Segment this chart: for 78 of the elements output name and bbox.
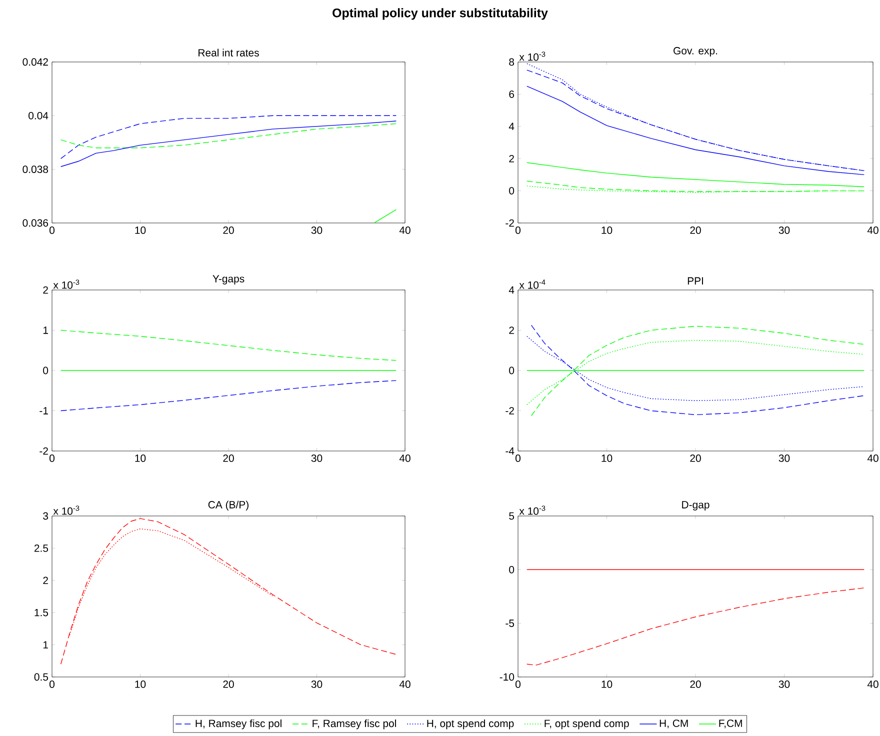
x-tick-label: 0 <box>50 454 55 462</box>
x-tick-label: 30 <box>311 226 322 234</box>
y-tick-label: 4 <box>508 122 514 130</box>
x-tick-label: 40 <box>867 454 878 462</box>
x-tick-label: 0 <box>50 226 55 234</box>
legend-label: F, opt spend comp <box>544 719 629 730</box>
y-tick-label: 1 <box>43 326 48 334</box>
chart-title: PPI <box>688 277 703 284</box>
y-tick-label: -1 <box>40 407 48 414</box>
x-tick-label: 40 <box>399 680 410 688</box>
y-tick-label: 0.04 <box>28 112 48 120</box>
y-tick-label: 3 <box>43 512 48 520</box>
legend-label: F,CM <box>719 720 742 728</box>
text: Optimal policy under substitutability <box>332 8 548 20</box>
x-tick-label: 0 <box>50 680 55 688</box>
x-tick-label: 30 <box>311 454 322 462</box>
x-tick-label: 40 <box>399 226 410 234</box>
x-tick-label: 10 <box>602 680 612 688</box>
x-tick-label: 10 <box>135 226 146 234</box>
x-tick-label: 10 <box>135 454 146 462</box>
y-tick-label: 0 <box>509 187 514 194</box>
x-tick-label: 10 <box>602 454 612 462</box>
x-tick-label: 0 <box>516 226 521 234</box>
x-tick-label: 20 <box>223 226 234 234</box>
y-tick-label: -4 <box>506 447 514 455</box>
x-tick-label: 0 <box>516 454 521 462</box>
x-tick-label: 30 <box>311 680 322 688</box>
legend-label: F, Ramsey fisc pol <box>312 719 396 730</box>
y-tick-label: 1 <box>43 641 48 648</box>
text: x 10$^{-4}$ <box>519 280 546 289</box>
x-tick-label: 30 <box>778 454 790 462</box>
x-tick-label: 20 <box>690 680 701 688</box>
y-tick-label: -10 <box>500 673 514 681</box>
y-tick-label: -2 <box>506 407 514 414</box>
y-tick-label: -2 <box>40 447 48 455</box>
x-tick-label: 40 <box>867 226 878 234</box>
text: x 10$^{-3}$ <box>519 52 546 61</box>
y-tick-label: 8 <box>509 58 514 66</box>
x-tick-label: 10 <box>602 226 612 234</box>
y-tick-label: -2 <box>506 219 514 227</box>
chart-title: D-gap <box>682 501 710 510</box>
y-tick-label: 2 <box>509 326 514 334</box>
x-tick-label: 30 <box>778 680 790 688</box>
x-tick-label: 20 <box>690 226 701 234</box>
y-tick-label: 4 <box>508 286 514 294</box>
y-tick-label: 0 <box>509 566 514 574</box>
text: x 10$^{-3}$ <box>519 506 546 515</box>
legend-label: H, opt spend comp <box>427 719 514 730</box>
y-tick-label: 6 <box>509 90 514 98</box>
chart-title: Y-gaps <box>212 275 244 284</box>
x-tick-label: 40 <box>399 454 410 462</box>
x-tick-label: 20 <box>223 680 234 688</box>
text: x 10$^{-3}$ <box>53 280 80 289</box>
y-tick-label: 1.5 <box>34 608 48 616</box>
y-tick-label: 5 <box>509 512 514 520</box>
y-tick-label: 2 <box>43 576 48 584</box>
y-tick-label: 0.042 <box>22 58 48 66</box>
x-tick-label: 10 <box>135 680 146 688</box>
x-tick-label: 0 <box>516 680 521 688</box>
y-tick-label: 2 <box>43 286 48 294</box>
x-tick-label: 20 <box>223 454 234 462</box>
x-tick-label: 20 <box>690 454 701 462</box>
legend-label: H, Ramsey fisc pol <box>196 719 282 730</box>
y-tick-label: 0.038 <box>22 166 48 174</box>
chart-title: Gov. exp. <box>674 47 718 56</box>
x-tick-label: 40 <box>867 680 878 688</box>
x-tick-label: 30 <box>778 226 790 234</box>
y-tick-label: 2.5 <box>34 544 48 552</box>
text: x 10$^{-3}$ <box>53 506 80 515</box>
y-tick-label: 0 <box>509 366 514 374</box>
y-tick-label: 0.036 <box>22 219 48 227</box>
y-tick-label: -5 <box>506 620 514 627</box>
y-tick-label: 0 <box>43 366 48 374</box>
chart-subtitle: Real int rates <box>198 48 259 56</box>
y-tick-label: 0.5 <box>34 673 48 681</box>
chart-title: CA (B/P) <box>208 500 248 510</box>
legend-label: H, CM <box>660 720 688 728</box>
y-tick-label: 2 <box>509 154 514 162</box>
